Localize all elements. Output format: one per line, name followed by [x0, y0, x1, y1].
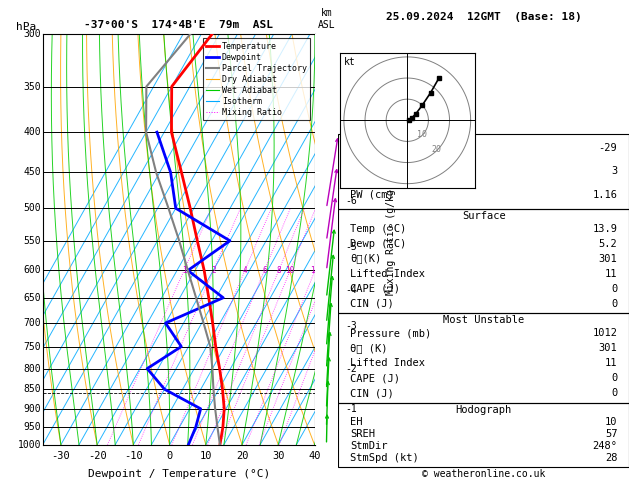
Text: -6: -6	[345, 196, 357, 207]
Text: Lifted Index: Lifted Index	[350, 269, 425, 278]
Text: Dewpoint / Temperature (°C): Dewpoint / Temperature (°C)	[87, 469, 270, 479]
Text: 40: 40	[308, 451, 321, 461]
Text: StmSpd (kt): StmSpd (kt)	[350, 453, 419, 463]
Text: 550: 550	[24, 236, 42, 246]
Text: 650: 650	[24, 293, 42, 303]
Text: 248°: 248°	[593, 441, 618, 451]
Text: SREH: SREH	[350, 429, 375, 439]
Text: 0: 0	[611, 373, 618, 383]
Text: 30: 30	[272, 451, 284, 461]
Text: km
ASL: km ASL	[318, 8, 335, 30]
Text: -20: -20	[87, 451, 106, 461]
Text: 1000: 1000	[18, 440, 42, 450]
Text: 300: 300	[24, 29, 42, 39]
Text: Totals Totals: Totals Totals	[350, 166, 431, 176]
Text: LCL: LCL	[315, 389, 331, 398]
Text: 400: 400	[24, 127, 42, 137]
Text: © weatheronline.co.uk: © weatheronline.co.uk	[422, 469, 545, 479]
Text: -3: -3	[345, 321, 357, 331]
Text: -7: -7	[345, 134, 357, 144]
Text: 0: 0	[167, 451, 173, 461]
Text: -8: -8	[345, 69, 357, 80]
Text: 20: 20	[431, 144, 441, 154]
Text: 6: 6	[262, 266, 267, 275]
Bar	[338, 209, 629, 313]
Text: -2: -2	[345, 364, 357, 374]
Text: 11: 11	[605, 358, 618, 368]
Text: Pressure (mb): Pressure (mb)	[350, 328, 431, 338]
Text: 800: 800	[24, 364, 42, 374]
Legend: Temperature, Dewpoint, Parcel Trajectory, Dry Adiabat, Wet Adiabat, Isotherm, Mi: Temperature, Dewpoint, Parcel Trajectory…	[203, 38, 310, 121]
Text: StmDir: StmDir	[350, 441, 387, 451]
Text: -1: -1	[345, 404, 357, 414]
Text: 2: 2	[211, 266, 216, 275]
Text: 3: 3	[611, 166, 618, 176]
Text: 500: 500	[24, 203, 42, 213]
Text: 20: 20	[236, 451, 248, 461]
Text: 16: 16	[310, 266, 320, 275]
Text: PW (cm): PW (cm)	[350, 190, 394, 200]
Text: 57: 57	[605, 429, 618, 439]
Text: θᴇ (K): θᴇ (K)	[350, 343, 387, 353]
Text: Dewp (°C): Dewp (°C)	[350, 239, 406, 249]
Text: Temp (°C): Temp (°C)	[350, 224, 406, 234]
Text: 13.9: 13.9	[593, 224, 618, 234]
Text: 350: 350	[24, 82, 42, 91]
Text: 10: 10	[286, 266, 295, 275]
Text: Lifted Index: Lifted Index	[350, 358, 425, 368]
Text: 4: 4	[243, 266, 247, 275]
Text: -30: -30	[52, 451, 70, 461]
Text: 0: 0	[611, 298, 618, 309]
Text: EH: EH	[350, 417, 362, 427]
Text: 0: 0	[611, 283, 618, 294]
Text: 1012: 1012	[593, 328, 618, 338]
Text: -37°00'S  174°4B'E  79m  ASL: -37°00'S 174°4B'E 79m ASL	[84, 20, 273, 30]
Bar	[338, 313, 629, 403]
Text: -5: -5	[345, 242, 357, 252]
Text: 301: 301	[599, 254, 618, 263]
Text: CIN (J): CIN (J)	[350, 298, 394, 309]
Text: Hodograph: Hodograph	[455, 405, 512, 416]
Text: θᴇ(K): θᴇ(K)	[350, 254, 381, 263]
Text: 1.16: 1.16	[593, 190, 618, 200]
Text: 5.2: 5.2	[599, 239, 618, 249]
Text: CAPE (J): CAPE (J)	[350, 283, 400, 294]
Text: 10: 10	[199, 451, 212, 461]
Text: 900: 900	[24, 404, 42, 414]
Text: CIN (J): CIN (J)	[350, 388, 394, 399]
Text: Most Unstable: Most Unstable	[443, 315, 525, 326]
Text: Surface: Surface	[462, 211, 506, 221]
Text: -10: -10	[124, 451, 143, 461]
Text: hPa: hPa	[16, 22, 36, 32]
Text: 301: 301	[599, 343, 618, 353]
Text: 600: 600	[24, 265, 42, 276]
Text: -4: -4	[345, 285, 357, 295]
Text: 1: 1	[182, 266, 186, 275]
Text: K: K	[350, 143, 356, 153]
Text: 20: 20	[323, 266, 331, 275]
Text: Mixing Ratio (g/kg): Mixing Ratio (g/kg)	[386, 184, 396, 295]
Text: 10: 10	[416, 130, 426, 139]
Text: 8: 8	[276, 266, 281, 275]
Text: 10: 10	[605, 417, 618, 427]
Text: kt: kt	[344, 57, 355, 67]
Text: 0: 0	[611, 388, 618, 399]
Text: 11: 11	[605, 269, 618, 278]
Bar	[338, 403, 629, 467]
Text: 450: 450	[24, 167, 42, 177]
Text: 950: 950	[24, 422, 42, 432]
Text: 25.09.2024  12GMT  (Base: 18): 25.09.2024 12GMT (Base: 18)	[386, 12, 582, 22]
Text: CAPE (J): CAPE (J)	[350, 373, 400, 383]
Bar	[338, 134, 629, 209]
Text: 750: 750	[24, 342, 42, 351]
Text: 700: 700	[24, 318, 42, 328]
Text: -29: -29	[599, 143, 618, 153]
Text: 850: 850	[24, 384, 42, 394]
Text: 28: 28	[605, 453, 618, 463]
